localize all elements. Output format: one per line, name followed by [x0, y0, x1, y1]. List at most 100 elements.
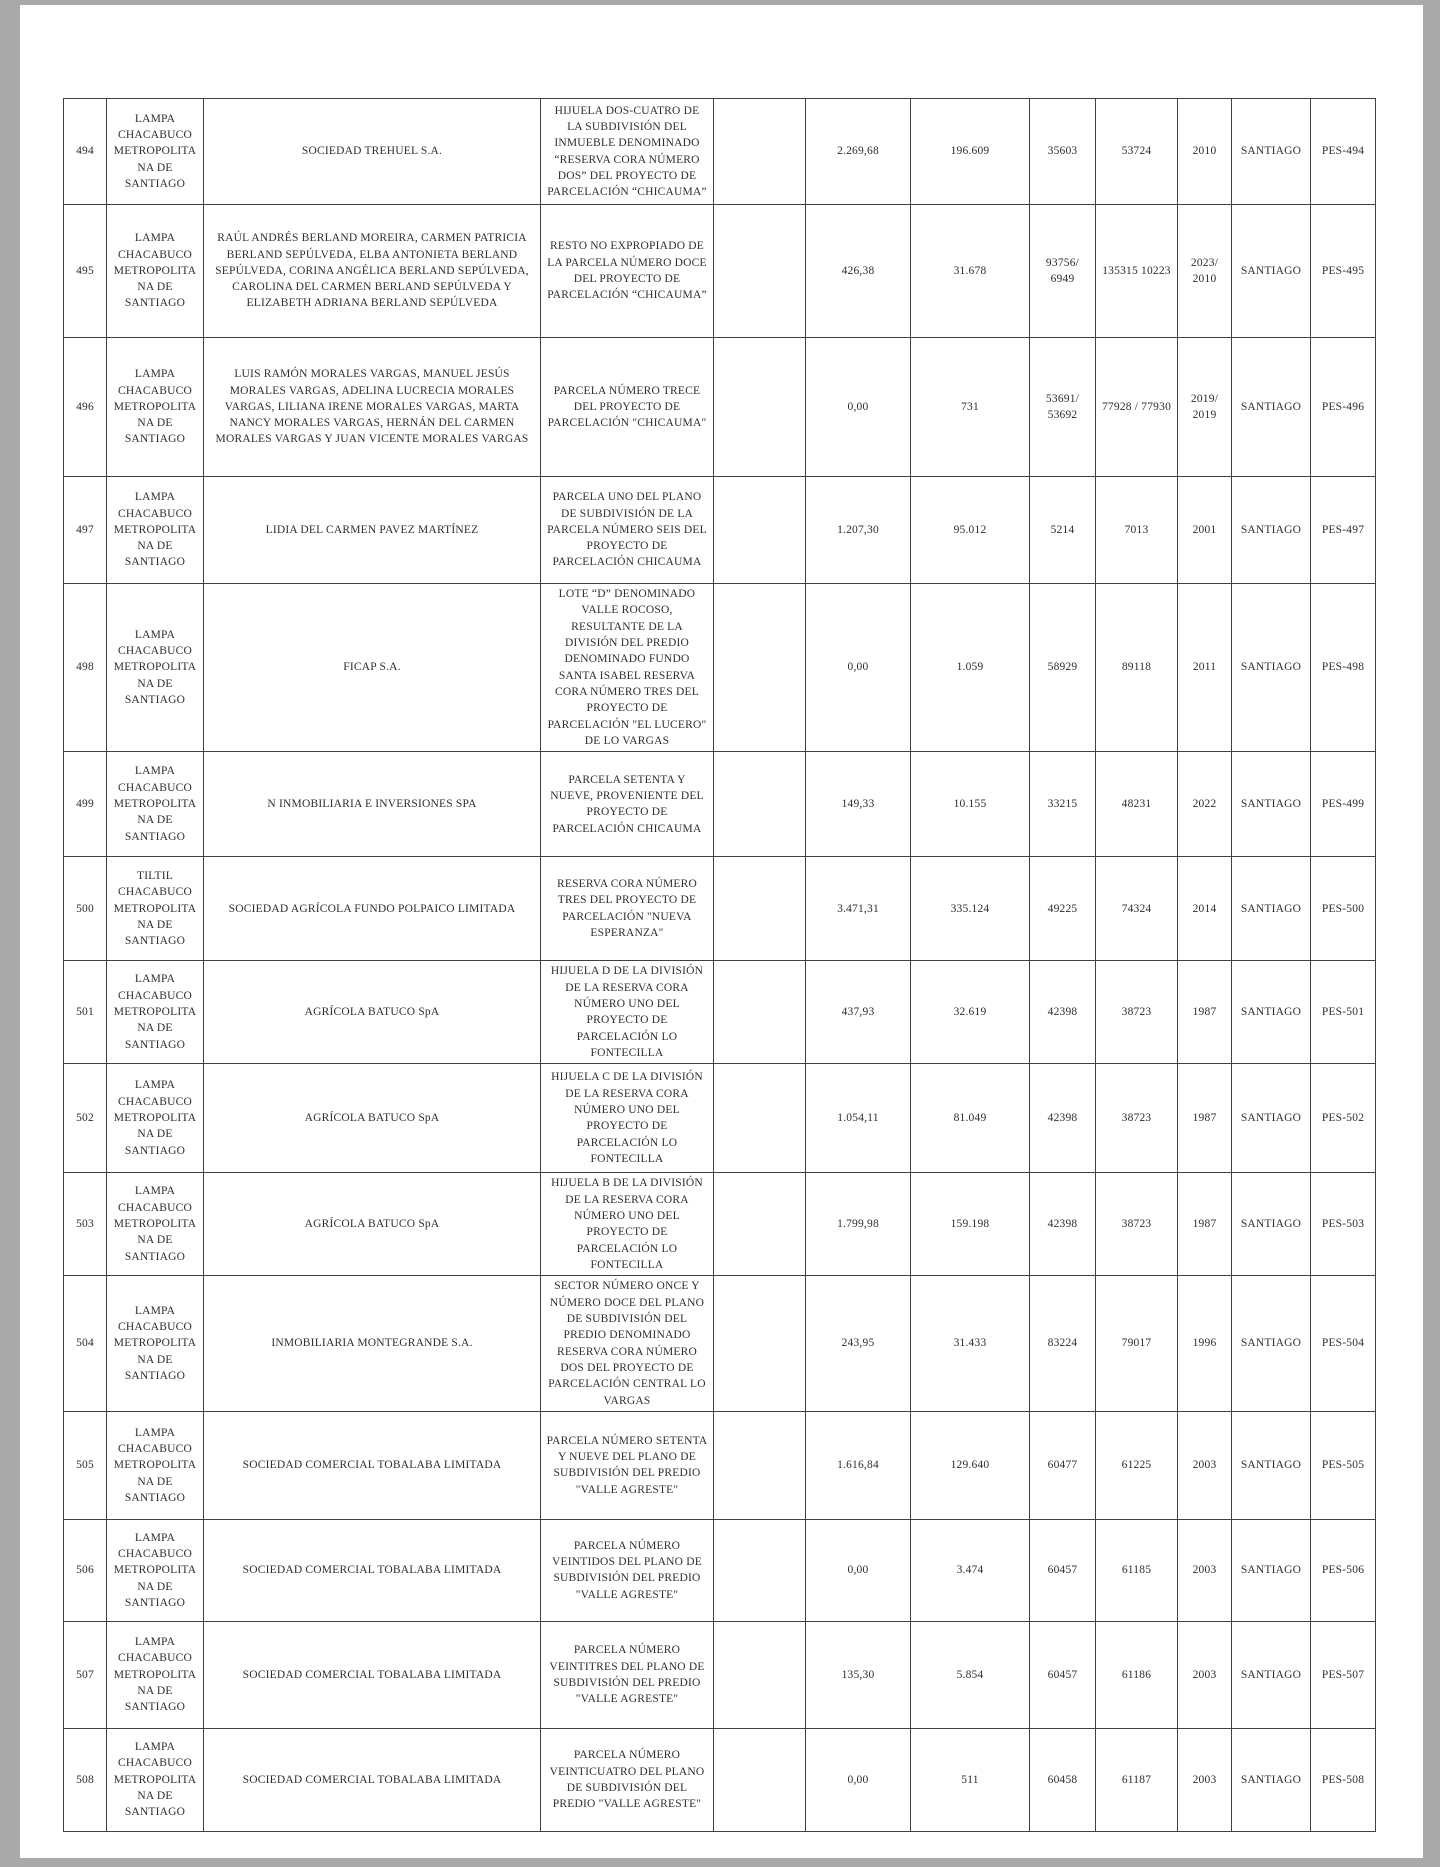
cell-value-2: 31.433	[910, 1275, 1030, 1412]
table-row: 500 TILTIL CHACABUCO METROPOLITANA DE SA…	[63, 856, 1376, 962]
cell-city: SANTIAGO	[1231, 1410, 1311, 1520]
table-row: 507 LAMPA CHACABUCO METROPOLITANA DE SAN…	[63, 1620, 1376, 1729]
cell-value-4: 61187	[1095, 1727, 1178, 1832]
cell-year: 2023/ 2010	[1177, 204, 1232, 338]
table-body: 494 LAMPA CHACABUCO METROPOLITANA DE SAN…	[63, 98, 1376, 1832]
cell-year: 1987	[1177, 1063, 1232, 1174]
cell-number: 494	[63, 98, 107, 205]
cell-value-3: 49225	[1029, 856, 1096, 962]
cell-value-1: 0,00	[805, 1518, 911, 1622]
cell-description: PARCELA NÚMERO VEINTITRES DEL PLANO DE S…	[540, 1620, 714, 1729]
cell-owner: AGRÍCOLA BATUCO SpA	[203, 960, 541, 1065]
cell-value-1: 1.207,30	[805, 476, 911, 584]
cell-owner: SOCIEDAD COMERCIAL TOBALABA LIMITADA	[203, 1727, 541, 1832]
cell-value-2: 5.854	[910, 1620, 1030, 1729]
cell-owner: LIDIA DEL CARMEN PAVEZ MARTÍNEZ	[203, 476, 541, 584]
cell-description: PARCELA NÚMERO VEINTIDOS DEL PLANO DE SU…	[540, 1518, 714, 1622]
cell-city: SANTIAGO	[1231, 98, 1311, 205]
cell-number: 506	[63, 1518, 107, 1622]
cell-value-1: 1.616,84	[805, 1410, 911, 1520]
cell-empty	[713, 1275, 806, 1412]
cell-value-4: 38723	[1095, 1172, 1178, 1277]
cell-city: SANTIAGO	[1231, 204, 1311, 338]
table-row: 495 LAMPA CHACABUCO METROPOLITANA DE SAN…	[63, 204, 1376, 338]
cell-location: LAMPA CHACABUCO METROPOLITANA DE SANTIAG…	[106, 337, 204, 477]
cell-value-4: 7013	[1095, 476, 1178, 584]
cell-description: PARCELA NÚMERO SETENTA Y NUEVE DEL PLANO…	[540, 1410, 714, 1520]
cell-value-3: 93756/ 6949	[1029, 204, 1096, 338]
cell-empty	[713, 582, 806, 753]
cell-value-1: 135,30	[805, 1620, 911, 1729]
cell-city: SANTIAGO	[1231, 856, 1311, 962]
cell-value-3: 53691/ 53692	[1029, 337, 1096, 477]
cell-description: PARCELA NÚMERO VEINTICUATRO DEL PLANO DE…	[540, 1727, 714, 1832]
cell-city: SANTIAGO	[1231, 1620, 1311, 1729]
cell-value-1: 0,00	[805, 337, 911, 477]
cell-city: SANTIAGO	[1231, 1275, 1311, 1412]
cell-number: 505	[63, 1410, 107, 1520]
cell-value-4: 61186	[1095, 1620, 1178, 1729]
cell-code: PES-504	[1310, 1275, 1376, 1412]
cell-value-2: 31.678	[910, 204, 1030, 338]
cell-value-2: 95.012	[910, 476, 1030, 584]
cell-description: HIJUELA DOS-CUATRO DE LA SUBDIVISIÓN DEL…	[540, 98, 714, 205]
cell-location: LAMPA CHACABUCO METROPOLITANA DE SANTIAG…	[106, 1063, 204, 1174]
cell-value-4: 38723	[1095, 960, 1178, 1065]
cell-city: SANTIAGO	[1231, 1063, 1311, 1174]
cell-year: 2011	[1177, 582, 1232, 753]
cell-year: 2014	[1177, 856, 1232, 962]
cell-value-1: 1.799,98	[805, 1172, 911, 1277]
table-row: 496 LAMPA CHACABUCO METROPOLITANA DE SAN…	[63, 337, 1376, 477]
cell-location: LAMPA CHACABUCO METROPOLITANA DE SANTIAG…	[106, 582, 204, 753]
cell-year: 2001	[1177, 476, 1232, 584]
cell-owner: SOCIEDAD TREHUEL S.A.	[203, 98, 541, 205]
cell-number: 496	[63, 337, 107, 477]
cell-location: LAMPA CHACABUCO METROPOLITANA DE SANTIAG…	[106, 1620, 204, 1729]
cell-value-3: 60458	[1029, 1727, 1096, 1832]
cell-code: PES-503	[1310, 1172, 1376, 1277]
cell-value-3: 60477	[1029, 1410, 1096, 1520]
cell-value-3: 33215	[1029, 751, 1096, 858]
cell-owner: RAÚL ANDRÉS BERLAND MOREIRA, CARMEN PATR…	[203, 204, 541, 338]
cell-number: 499	[63, 751, 107, 858]
cell-year: 1987	[1177, 960, 1232, 1065]
cell-value-3: 60457	[1029, 1518, 1096, 1622]
table-row: 494 LAMPA CHACABUCO METROPOLITANA DE SAN…	[63, 98, 1376, 205]
cell-code: PES-496	[1310, 337, 1376, 477]
cell-value-3: 35603	[1029, 98, 1096, 205]
cell-city: SANTIAGO	[1231, 476, 1311, 584]
cell-year: 2003	[1177, 1410, 1232, 1520]
cell-empty	[713, 960, 806, 1065]
cell-location: TILTIL CHACABUCO METROPOLITANA DE SANTIA…	[106, 856, 204, 962]
cell-owner: LUIS RAMÓN MORALES VARGAS, MANUEL JESÚS …	[203, 337, 541, 477]
cell-location: LAMPA CHACABUCO METROPOLITANA DE SANTIAG…	[106, 204, 204, 338]
table-row: 499 LAMPA CHACABUCO METROPOLITANA DE SAN…	[63, 751, 1376, 858]
document-page: 494 LAMPA CHACABUCO METROPOLITANA DE SAN…	[20, 5, 1423, 1858]
cell-empty	[713, 1172, 806, 1277]
cell-code: PES-506	[1310, 1518, 1376, 1622]
table-row: 503 LAMPA CHACABUCO METROPOLITANA DE SAN…	[63, 1172, 1376, 1277]
cell-empty	[713, 1727, 806, 1832]
cell-empty	[713, 856, 806, 962]
cell-description: LOTE “D” DENOMINADO VALLE ROCOSO, RESULT…	[540, 582, 714, 753]
table-row: 505 LAMPA CHACABUCO METROPOLITANA DE SAN…	[63, 1410, 1376, 1520]
cell-description: HIJUELA D DE LA DIVISIÓN DE LA RESERVA C…	[540, 960, 714, 1065]
cell-empty	[713, 1620, 806, 1729]
cell-value-4: 61185	[1095, 1518, 1178, 1622]
cell-number: 504	[63, 1275, 107, 1412]
cell-year: 2010	[1177, 98, 1232, 205]
cell-description: HIJUELA C DE LA DIVISIÓN DE LA RESERVA C…	[540, 1063, 714, 1174]
cell-code: PES-498	[1310, 582, 1376, 753]
table-row: 502 LAMPA CHACABUCO METROPOLITANA DE SAN…	[63, 1063, 1376, 1174]
cell-year: 2003	[1177, 1620, 1232, 1729]
cell-description: SECTOR NÚMERO ONCE Y NÚMERO DOCE DEL PLA…	[540, 1275, 714, 1412]
cell-value-4: 38723	[1095, 1063, 1178, 1174]
table-row: 501 LAMPA CHACABUCO METROPOLITANA DE SAN…	[63, 960, 1376, 1065]
cell-year: 2022	[1177, 751, 1232, 858]
cell-value-1: 426,38	[805, 204, 911, 338]
cell-city: SANTIAGO	[1231, 1727, 1311, 1832]
cell-value-1: 149,33	[805, 751, 911, 858]
cell-year: 1987	[1177, 1172, 1232, 1277]
cell-city: SANTIAGO	[1231, 1172, 1311, 1277]
cell-value-4: 74324	[1095, 856, 1178, 962]
